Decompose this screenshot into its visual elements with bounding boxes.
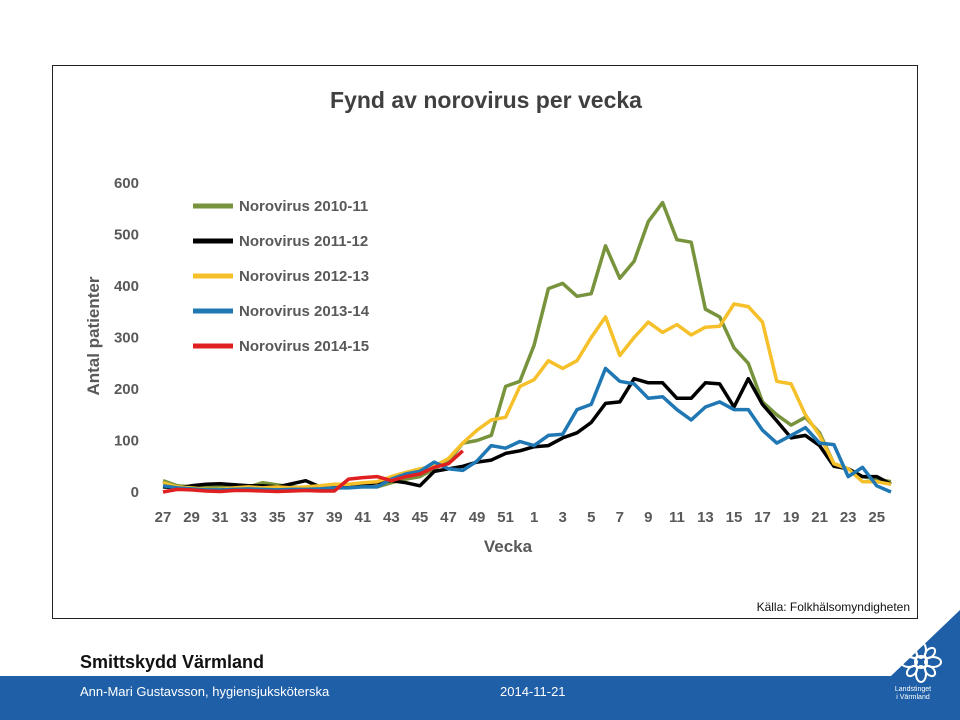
legend-label-4: Norovirus 2014-15 xyxy=(239,338,369,355)
x-tick-label: 51 xyxy=(497,509,514,526)
logo-triangle xyxy=(845,610,960,720)
x-tick-label: 1 xyxy=(530,509,538,526)
x-tick-label: 3 xyxy=(559,509,567,526)
legend-label-0: Norovirus 2010-11 xyxy=(239,198,368,215)
x-tick-label: 49 xyxy=(469,509,486,526)
x-tick-label: 9 xyxy=(644,509,652,526)
series-line-2 xyxy=(162,302,892,492)
x-tick-label: 19 xyxy=(783,509,800,526)
y-tick-label: 100 xyxy=(114,433,139,450)
footer-bar xyxy=(0,676,960,720)
legend-label-3: Norovirus 2013-14 xyxy=(239,303,370,320)
y-axis-ticks: 0 100 200 300 400 500 600 xyxy=(114,175,139,501)
source-note: Källa: Folkhälsomyndigheten xyxy=(756,600,910,614)
footer-author: Ann-Mari Gustavsson, hygiensjuksköterska xyxy=(80,684,330,699)
x-tick-label: 39 xyxy=(326,509,343,526)
x-tick-label: 29 xyxy=(183,509,200,526)
norovirus-line-chart: Fynd av norovirus per vecka 0 100 200 300 40… xyxy=(84,87,892,556)
x-tick-label: 41 xyxy=(354,509,371,526)
x-tick-label: 45 xyxy=(412,509,429,526)
x-tick-label: 21 xyxy=(811,509,828,526)
chart-title: Fynd av norovirus per vecka xyxy=(330,87,642,113)
x-tick-label: 33 xyxy=(240,509,257,526)
legend: Norovirus 2010-11 Norovirus 2011-12 Norovi… xyxy=(193,198,370,355)
x-tick-label: 31 xyxy=(212,509,229,526)
x-tick-label: 23 xyxy=(840,509,857,526)
series-line-3 xyxy=(162,366,892,494)
x-tick-label: 15 xyxy=(726,509,743,526)
x-tick-label: 43 xyxy=(383,509,400,526)
x-tick-label: 5 xyxy=(587,509,595,526)
x-tick-label: 17 xyxy=(754,509,771,526)
series-lines xyxy=(162,200,892,494)
y-tick-label: 400 xyxy=(114,278,139,295)
x-tick-label: 25 xyxy=(868,509,885,526)
x-tick-label: 13 xyxy=(697,509,714,526)
flower-logo-icon xyxy=(900,641,942,683)
y-tick-label: 0 xyxy=(131,484,139,501)
y-axis-label: Antal patienter xyxy=(84,276,103,395)
chart-frame: Fynd av norovirus per vecka 0 100 200 300 40… xyxy=(52,65,918,619)
x-tick-label: 47 xyxy=(440,509,457,526)
footer-date: 2014-11-21 xyxy=(500,684,566,699)
logo-text: Landstinget i Värmland xyxy=(880,686,946,702)
x-tick-label: 35 xyxy=(269,509,286,526)
y-tick-label: 600 xyxy=(114,175,139,192)
logo-text-line2: i Värmland xyxy=(896,694,930,701)
x-tick-label: 11 xyxy=(669,509,685,526)
series-line-4 xyxy=(162,449,464,494)
x-axis-ticks: 27 29 31 33 35 37 39 41 43 45 47 49 51 1 3 5 7 9 11 13 15 17 1… xyxy=(155,509,885,526)
legend-label-2: Norovirus 2012-13 xyxy=(239,268,369,285)
legend-label-1: Norovirus 2011-12 xyxy=(239,233,368,250)
org-title: Smittskydd Värmland xyxy=(80,652,265,672)
x-tick-label: 7 xyxy=(616,509,624,526)
series-line-1 xyxy=(162,376,892,490)
logo-text-line1: Landstinget xyxy=(894,686,932,693)
x-tick-label: 37 xyxy=(297,509,314,526)
x-axis-label: Vecka xyxy=(484,537,533,556)
x-tick-label: 27 xyxy=(155,509,172,526)
y-tick-label: 200 xyxy=(114,381,139,398)
y-tick-label: 300 xyxy=(114,330,139,347)
y-tick-label: 500 xyxy=(114,227,139,244)
